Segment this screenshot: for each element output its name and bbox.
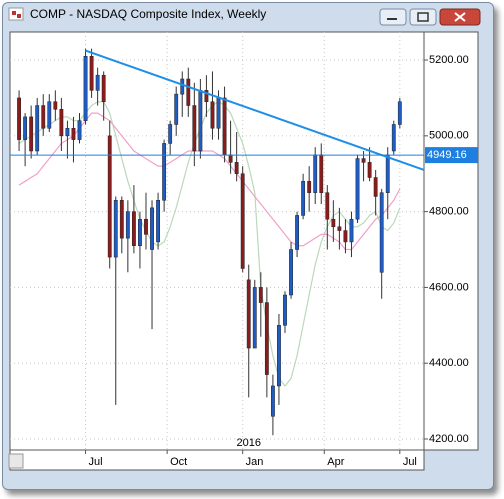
candle-body <box>119 200 124 239</box>
candle-body <box>95 74 100 91</box>
candle-body <box>325 192 330 220</box>
candle-body <box>246 279 251 349</box>
candle-body <box>29 116 34 152</box>
app-icon-dot <box>12 11 16 15</box>
x-tick-label: Apr <box>327 456 344 468</box>
candle-body <box>125 211 130 239</box>
year-label: 2016 <box>236 437 260 449</box>
candle-body <box>89 56 94 91</box>
candle-body <box>228 154 233 163</box>
candle-body <box>186 78 191 106</box>
candle-body <box>162 143 167 201</box>
maximize-icon <box>417 12 429 22</box>
candle-body <box>47 101 52 129</box>
candle-body <box>192 105 197 152</box>
trendline <box>85 49 424 171</box>
candle-body <box>367 162 372 178</box>
candle-body <box>283 294 287 326</box>
candle-body <box>331 218 336 228</box>
candle-body <box>216 97 221 129</box>
y-tick-label: 5000.00 <box>429 130 469 142</box>
window-title: COMP - NASDAQ Composite Index, Weekly <box>30 7 266 21</box>
candle-body <box>222 97 227 156</box>
candle-body <box>71 128 76 140</box>
candle-body <box>113 200 118 258</box>
scroll-button[interactable] <box>8 453 24 469</box>
candle-body <box>156 200 160 243</box>
candle-body <box>83 56 88 121</box>
candle-body <box>131 211 136 246</box>
candle-body <box>355 158 360 220</box>
candle-body <box>361 158 366 163</box>
candle-body <box>349 218 354 243</box>
time-axis <box>9 449 425 471</box>
candle-body <box>101 74 106 102</box>
candle-body <box>337 226 342 231</box>
minimize-icon <box>387 18 397 20</box>
candle-body <box>277 325 281 387</box>
x-tick-label: Oct <box>170 456 187 468</box>
candle-body <box>295 215 299 250</box>
y-tick-label: 4400.00 <box>429 357 469 369</box>
candle-body <box>53 101 58 110</box>
y-tick-label: 4200.00 <box>429 433 469 445</box>
candle-body <box>289 249 293 296</box>
candle-body <box>258 287 263 303</box>
candle-body <box>343 230 348 243</box>
candle-body <box>198 90 203 152</box>
app-icon-dot <box>17 14 21 18</box>
candle-body <box>397 101 402 125</box>
candle-body <box>385 154 390 193</box>
candle-body <box>138 218 142 246</box>
candle-body <box>17 97 21 140</box>
candle-body <box>252 287 257 349</box>
candle-body <box>270 385 275 417</box>
candle-body <box>107 135 112 258</box>
candle-body <box>180 78 185 95</box>
candle-body <box>168 124 173 144</box>
candle-body <box>174 93 179 125</box>
moving-average <box>18 112 401 251</box>
candle-body <box>41 105 46 129</box>
candle-body <box>59 109 64 137</box>
candle-body <box>210 101 215 129</box>
candle-body <box>264 302 269 375</box>
candle-body <box>391 124 396 152</box>
candle-body <box>373 177 378 197</box>
candle-body <box>204 90 209 102</box>
y-tick-label: 4600.00 <box>429 281 469 293</box>
x-tick-label: Jul <box>403 456 417 468</box>
minimize-button[interactable] <box>379 8 407 26</box>
candle-body <box>307 181 312 193</box>
candle-body <box>301 181 306 216</box>
candle-body <box>144 218 148 235</box>
candle-body <box>35 105 40 152</box>
level-label: 4949.16 <box>427 149 467 161</box>
close-icon <box>454 12 466 22</box>
x-tick-label: Jan <box>246 456 264 468</box>
price-axis <box>423 31 479 451</box>
candle-body <box>379 192 384 273</box>
candle-body <box>240 173 245 269</box>
candle-body <box>23 116 28 140</box>
candle-body <box>65 128 70 137</box>
maximize-button[interactable] <box>409 8 437 26</box>
level-tag <box>425 147 478 164</box>
moving-average <box>18 101 401 387</box>
x-tick-label: Jul <box>89 456 103 468</box>
candle-body <box>150 207 154 250</box>
candle-body <box>319 154 324 193</box>
candle-body <box>234 162 239 174</box>
candle-body <box>313 154 318 193</box>
candle-body <box>77 120 82 140</box>
y-tick-label: 5200.00 <box>429 54 469 66</box>
plot-area <box>9 31 425 451</box>
y-tick-label: 4800.00 <box>429 206 469 218</box>
